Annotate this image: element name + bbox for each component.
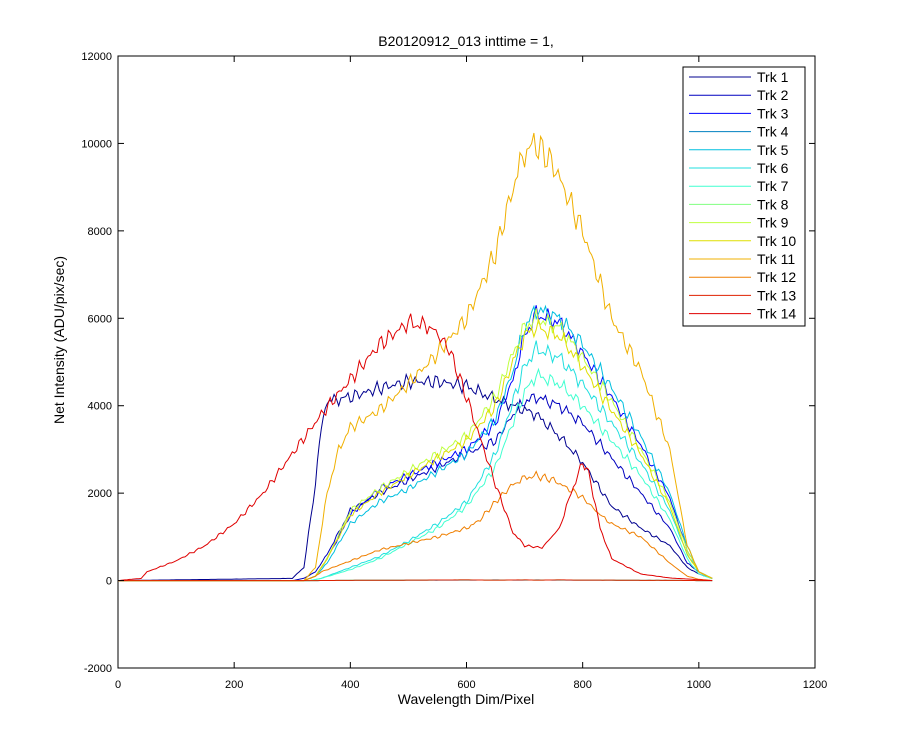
- legend-entry-label: Trk 13: [757, 287, 796, 303]
- x-tick-label: 0: [115, 679, 121, 691]
- x-tick-label: 400: [341, 679, 359, 691]
- y-tick-label: 10000: [81, 138, 112, 150]
- chart-title: B20120912_013 inttime = 1,: [378, 33, 554, 49]
- legend-entry-label: Trk 14: [757, 306, 796, 322]
- x-axis-label: Wavelength Dim/Pixel: [398, 691, 534, 707]
- y-tick-label: -2000: [84, 663, 112, 675]
- legend-entry-label: Trk 5: [757, 142, 789, 158]
- y-tick-label: 4000: [88, 401, 112, 413]
- y-tick-label: 2000: [88, 488, 112, 500]
- x-tick-label: 200: [225, 679, 243, 691]
- legend-entry-label: Trk 1: [757, 69, 789, 85]
- legend-entry-label: Trk 12: [757, 269, 796, 285]
- y-tick-label: 0: [106, 576, 112, 588]
- y-tick-label: 12000: [81, 51, 112, 63]
- x-tick-label: 1200: [803, 679, 827, 691]
- legend-entry-label: Trk 11: [757, 251, 795, 267]
- x-tick-label: 1000: [687, 679, 711, 691]
- legend-box: [682, 66, 806, 327]
- legend-entry-label: Trk 7: [757, 178, 789, 194]
- legend-entry-label: Trk 8: [757, 196, 789, 212]
- x-tick-label: 600: [457, 679, 475, 691]
- legend-entry-label: Trk 6: [757, 160, 789, 176]
- legend-entry-label: Trk 3: [757, 105, 789, 121]
- y-axis-label: Net Intensity (ADU/pix/sec): [51, 256, 67, 424]
- y-tick-label: 6000: [88, 313, 112, 325]
- y-tick-label: 8000: [88, 226, 112, 238]
- legend-entry-label: Trk 4: [757, 124, 789, 140]
- legend-entry-label: Trk 9: [757, 215, 789, 231]
- x-tick-label: 800: [573, 679, 591, 691]
- legend: Trk 1 Trk 2 Trk 3 Trk 4 Trk 5 Trk 6 Trk 7 Trk 8…: [682, 66, 806, 327]
- x-axis-ticks: 0 200 400 600 800 1000 1200: [115, 56, 827, 691]
- series-layer: [118, 132, 713, 582]
- series-line-trk-13: [118, 579, 713, 582]
- legend-entry-label: Trk 2: [757, 87, 789, 103]
- legend-entry-label: Trk 10: [757, 233, 796, 249]
- y-axis-ticks: -2000 0 2000 4000 6000 8000 10000 12000: [81, 51, 815, 675]
- series-line-trk-1: [118, 372, 713, 582]
- series-line-trk-14: [118, 313, 713, 582]
